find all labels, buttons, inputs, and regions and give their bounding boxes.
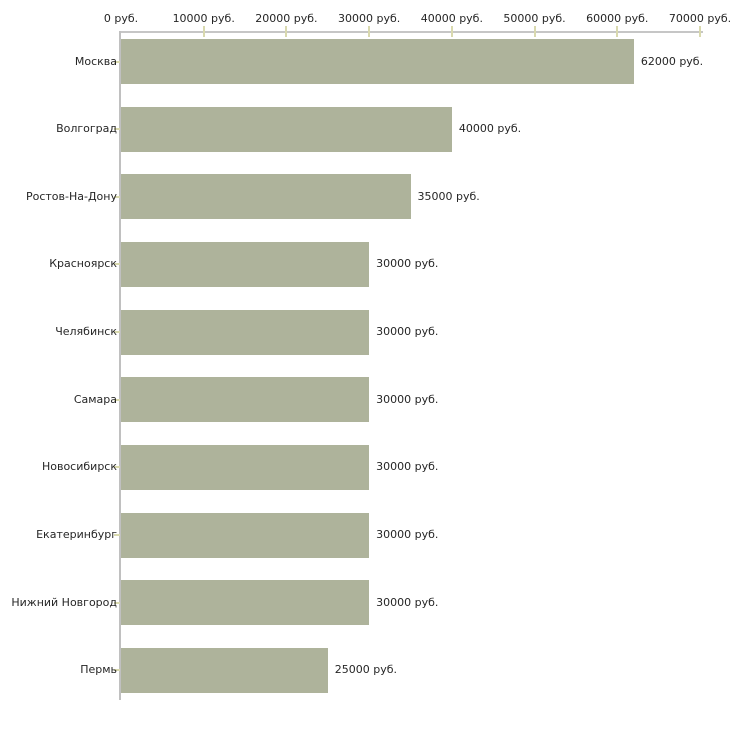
- x-tick-label: 60000 руб.: [586, 12, 649, 25]
- category-tick: [114, 534, 120, 537]
- category-tick: [114, 669, 120, 672]
- bar-1: [121, 39, 634, 84]
- x-tick-label: 30000 руб.: [338, 12, 401, 25]
- bar-9: [121, 580, 370, 626]
- bar-3: [121, 174, 411, 220]
- x-tick-label: 50000 руб.: [503, 12, 566, 25]
- category-label: Екатеринбург: [36, 528, 117, 542]
- category-label: Челябинск: [55, 325, 117, 339]
- x-tick-mark: [616, 26, 619, 37]
- category-tick: [114, 128, 120, 131]
- x-tick-mark: [533, 26, 536, 37]
- category-tick: [114, 331, 120, 334]
- x-tick-label: 20000 руб.: [255, 12, 318, 25]
- category-tick: [114, 398, 120, 401]
- category-tick: [114, 466, 120, 469]
- x-tick-mark: [368, 26, 371, 37]
- value-label: 30000 руб.: [376, 528, 439, 542]
- category-tick: [114, 601, 120, 604]
- x-axis-line: [120, 31, 703, 33]
- bar-6: [121, 377, 370, 423]
- bar-2: [121, 106, 452, 152]
- y-axis-line: [119, 31, 121, 700]
- category-tick: [114, 263, 120, 266]
- x-tick-mark: [699, 26, 701, 37]
- bar-10: [121, 647, 328, 693]
- x-tick-label: 0 руб.: [103, 12, 139, 25]
- x-tick-mark: [450, 26, 453, 37]
- x-tick-mark: [202, 26, 205, 37]
- x-tick-label: 40000 руб.: [420, 12, 483, 25]
- bar-7: [121, 444, 370, 490]
- x-tick-label: 10000 руб.: [172, 12, 235, 25]
- category-label: Волгоград: [56, 122, 117, 136]
- category-label: Самара: [73, 392, 117, 406]
- category-label: Новосибирск: [41, 460, 117, 474]
- value-label: 30000 руб.: [376, 325, 439, 339]
- x-tick-label: 70000 руб.: [668, 12, 730, 25]
- value-label: 35000 руб.: [417, 189, 480, 203]
- value-label: 30000 руб.: [376, 595, 439, 609]
- value-label: 30000 руб.: [376, 257, 439, 271]
- category-label: Пермь: [80, 663, 117, 677]
- value-label: 40000 руб.: [458, 122, 522, 136]
- category-label: Нижний Новгород: [11, 595, 117, 609]
- category-label: Москва: [74, 54, 117, 68]
- value-label: 30000 руб.: [376, 460, 439, 474]
- category-label: Ростов-На-Дону: [25, 189, 117, 203]
- category-tick: [114, 195, 120, 198]
- value-label: 62000 руб.: [640, 54, 704, 68]
- value-label: 30000 руб.: [376, 392, 439, 406]
- value-label: 25000 руб.: [334, 663, 398, 677]
- bar-4: [121, 241, 370, 287]
- bar-5: [121, 309, 370, 355]
- category-tick: [114, 60, 120, 63]
- x-tick-mark: [285, 26, 288, 37]
- bar-8: [121, 512, 370, 558]
- category-label: Красноярск: [49, 257, 117, 271]
